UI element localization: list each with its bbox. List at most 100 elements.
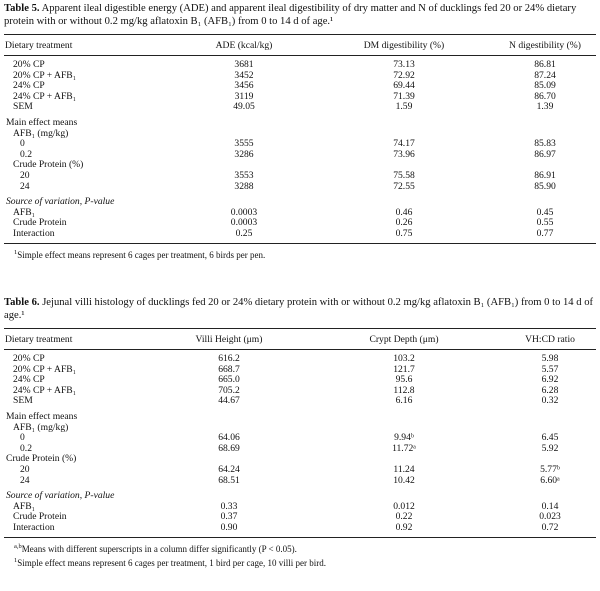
- footnote-text: Simple effect means represent 6 cages pe…: [17, 249, 266, 260]
- cell: 0.22: [395, 511, 413, 523]
- cell: 0.77: [494, 228, 596, 244]
- data-row: 24 3288 72.55 85.90: [4, 180, 596, 193]
- cell: 0.023: [539, 511, 561, 523]
- row-label: 0.2: [20, 442, 32, 454]
- cell: 0.37: [220, 511, 238, 523]
- header-row: Dietary treatment Villi Height (μm) Crypt …: [4, 328, 596, 350]
- cell: 0.75: [314, 228, 494, 244]
- cell: 86.97: [534, 148, 556, 160]
- cell: 86.81: [534, 59, 556, 70]
- row-label: 20% CP: [13, 59, 45, 70]
- cell: 112.8: [393, 384, 415, 396]
- row-label: Source of variation, P-value: [6, 490, 115, 502]
- row-label: AFB₁: [13, 500, 36, 512]
- cell: 0.32: [541, 395, 559, 407]
- row-label: AFB₁ (mg/kg): [13, 127, 69, 139]
- cell: 72.92: [393, 69, 415, 81]
- table-head: Dietary treatment Villi Height (μm) Crypt …: [4, 328, 596, 350]
- cell: 616.2: [218, 353, 240, 364]
- row-label: Crude Protein (%): [13, 159, 84, 171]
- row-label: 20% CP + AFB₁: [13, 69, 77, 81]
- data-row: 20% CP 616.2 103.2 5.98: [4, 350, 596, 365]
- cell: 11.24: [393, 463, 415, 475]
- cell: 95.6: [395, 374, 413, 386]
- cell: 72.55: [393, 180, 415, 192]
- data-row: 24% CP 3456 69.44 85.09: [4, 81, 596, 92]
- data-row: 20% CP + AFB₁ 3452 72.92 87.24: [4, 69, 596, 82]
- footnote: 1Simple effect means represent 6 cages p…: [14, 247, 596, 261]
- data-row: 0 64.06 9.94ᵇ 6.45: [4, 433, 596, 444]
- cell: 9.94ᵇ: [394, 432, 414, 444]
- row-label: 24: [20, 474, 30, 486]
- footnote-mark: 1: [14, 248, 18, 256]
- data-row: 0 3555 74.17 85.83: [4, 139, 596, 150]
- row-label: 24% CP: [13, 80, 45, 92]
- row-label: SEM: [13, 101, 33, 113]
- table-body: 20% CP 616.2 103.2 5.98 20% CP + AFB₁ 668.7 12…: [4, 350, 596, 538]
- cell: 103.2: [393, 353, 415, 364]
- table-head: Dietary treatment ADE (kcal/kg) DM digesti…: [4, 34, 596, 56]
- row-label: 20: [20, 463, 30, 475]
- cell: 3452: [234, 69, 254, 81]
- cell: 71.39: [393, 90, 415, 102]
- cell: 69.44: [393, 80, 415, 92]
- cell: 64.24: [218, 463, 240, 475]
- cell: 64.06: [218, 432, 240, 444]
- table-body: 20% CP 3681 73.13 86.81 20% CP + AFB₁ 3452 72.…: [4, 56, 596, 244]
- table-block: Table 5. Apparent ileal digestible energ…: [4, 3, 596, 261]
- column-header: VH:CD ratio: [504, 328, 596, 350]
- cell: 10.42: [393, 474, 415, 486]
- row-label: AFB₁ (mg/kg): [13, 421, 69, 433]
- column-header: Villi Height (μm): [154, 328, 304, 350]
- cell: 3555: [234, 138, 254, 150]
- data-row: Crude Protein 0.37 0.22 0.023: [4, 512, 596, 523]
- caption: Table 6. Jejunal villi histology of duck…: [4, 297, 596, 322]
- cell: 0.14: [541, 500, 559, 512]
- cell: 0.0003: [230, 206, 258, 218]
- row-label: Source of variation, P-value: [6, 196, 115, 208]
- cell: 68.69: [218, 442, 240, 454]
- cell: 44.67: [218, 395, 240, 407]
- data-row: SEM 49.05 1.59 1.39: [4, 102, 596, 113]
- cell: 5.98: [541, 353, 559, 364]
- footnote-text: Simple effect means represent 6 cages pe…: [17, 557, 326, 568]
- footnote-text: Means with different superscripts in a c…: [21, 543, 297, 554]
- row-label: 0.2: [20, 148, 32, 160]
- caption-text: Apparent ileal digestible energy (ADE) a…: [4, 3, 577, 27]
- footnote-mark: 1: [14, 556, 18, 564]
- row-label: 24: [20, 180, 30, 192]
- cell: 73.96: [393, 148, 415, 160]
- cell: 0.55: [536, 217, 554, 229]
- cell: 11.72ᵃ: [392, 442, 416, 454]
- data-row: 24% CP 665.0 95.6 6.92: [4, 375, 596, 386]
- row-label: 24% CP + AFB₁: [13, 90, 77, 102]
- data-row: 0.2 68.69 11.72ᵃ 5.92: [4, 442, 596, 455]
- cell: 86.91: [534, 169, 556, 181]
- row-label: 20% CP: [13, 353, 45, 364]
- caption: Table 5. Apparent ileal digestible energ…: [4, 3, 596, 28]
- cell: 74.17: [393, 138, 415, 150]
- cell: 0.26: [395, 217, 413, 229]
- data-row: AFB₁ 0.33 0.012 0.14: [4, 500, 596, 513]
- cell: 3553: [234, 169, 254, 181]
- footnote: a,bMeans with different superscripts in …: [14, 541, 596, 555]
- cell: 0.92: [304, 522, 504, 538]
- column-header: N digestibility (%): [494, 34, 596, 56]
- data-row: SEM 44.67 6.16 0.32: [4, 396, 596, 407]
- row-label: Main effect means: [6, 116, 78, 128]
- row-label: 0: [20, 138, 25, 150]
- column-header: Dietary treatment: [4, 328, 154, 350]
- row-label: Crude Protein: [13, 511, 67, 523]
- row-label: 20: [20, 169, 30, 181]
- cell: 5.57: [541, 363, 559, 375]
- cell: 73.13: [393, 59, 415, 70]
- data-row: AFB₁ 0.0003 0.46 0.45: [4, 206, 596, 219]
- cell: 0.90: [154, 522, 304, 538]
- section-row: Crude Protein (%): [4, 454, 596, 465]
- data-row: 20 64.24 11.24 5.77ᵇ: [4, 463, 596, 476]
- cell: 668.7: [218, 363, 240, 375]
- cell: 665.0: [218, 374, 240, 386]
- cell: 75.58: [393, 169, 415, 181]
- table-label: Table 6.: [4, 297, 40, 308]
